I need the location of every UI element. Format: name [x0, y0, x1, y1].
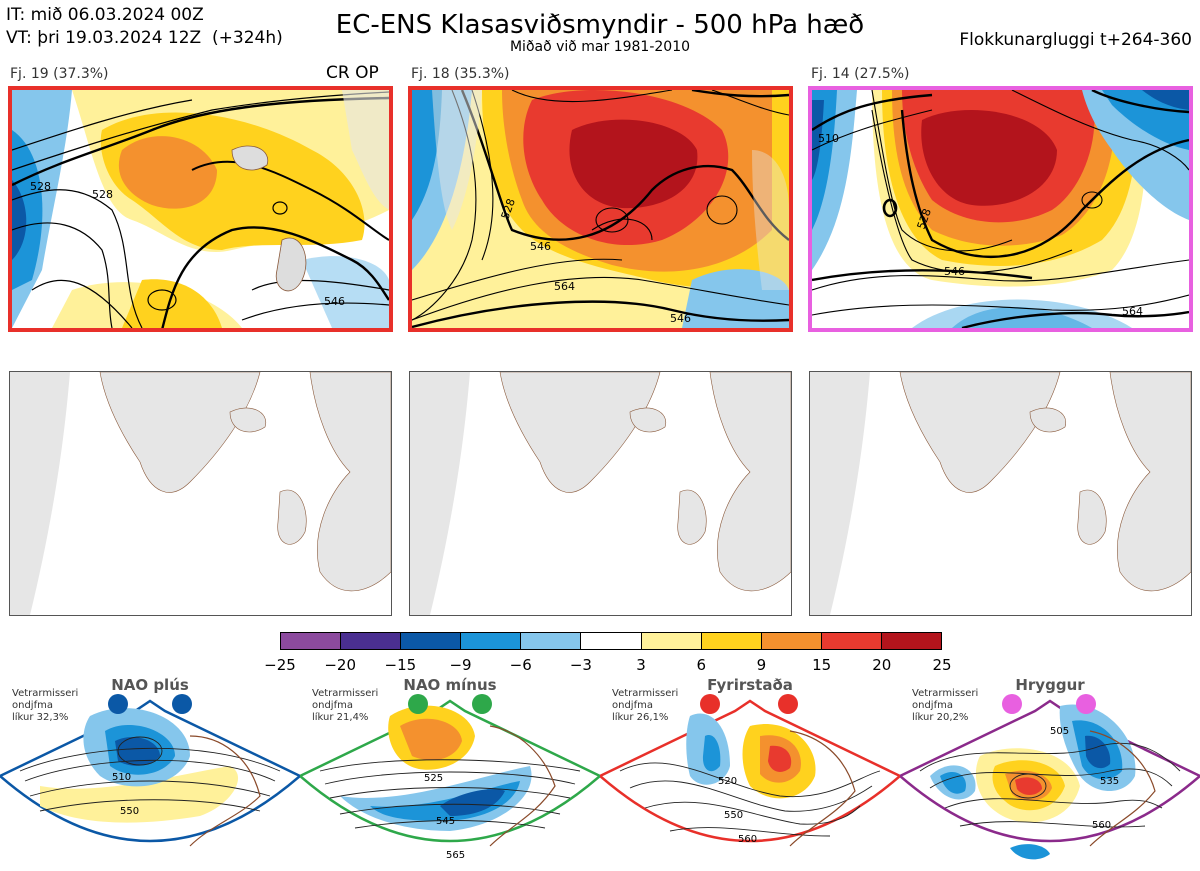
regime-nao-plus: 510 550 NAO plús Vetrarmisseri ondjfma lík…: [0, 676, 300, 871]
colorbar-cell: [821, 633, 882, 649]
colorbar-cell: [701, 633, 762, 649]
colorbar-tick-label: −20: [324, 656, 356, 674]
colorbar-tick-label: −6: [509, 656, 532, 674]
regime-note: Vetrarmisseri ondjfma líkur 21,4%: [312, 688, 379, 723]
cluster-2-map: 528 546 564 546: [408, 86, 793, 332]
regime-title: Fyrirstaða: [707, 676, 793, 694]
colorbar-tick-label: 3: [636, 656, 646, 674]
colorbar-cell: [461, 633, 522, 649]
colorbar-cell: [341, 633, 402, 649]
regime-contour: 545: [436, 816, 455, 827]
cluster-3-map: 510 528 546 564: [808, 86, 1193, 332]
page-subtitle: Miðað við mar 1981-2010: [509, 39, 691, 55]
contour-label: 564: [554, 280, 575, 293]
colorbar-cell: [881, 633, 942, 649]
regime-note: Vetrarmisseri ondjfma líkur 20,2%: [912, 688, 979, 723]
anomaly-colorbar: [280, 632, 942, 650]
regime-contour: 560: [1092, 820, 1111, 831]
colorbar-tick-label: −15: [384, 656, 417, 674]
colorbar-tick-label: 9: [756, 656, 767, 674]
regime-contour: 565: [446, 850, 465, 861]
colorbar-cell: [761, 633, 822, 649]
regime-contour: 535: [1100, 776, 1119, 787]
contour-label: 528: [92, 188, 113, 201]
colorbar-tick-label: 25: [932, 656, 952, 674]
cluster-1-map: 528 546 528: [8, 86, 393, 332]
cluster-1-tag: CR OP: [326, 63, 379, 83]
colorbar-cell: [641, 633, 702, 649]
colorbar-cell: [581, 633, 642, 649]
contour-label: 510: [818, 132, 839, 145]
regime-contour: 510: [112, 772, 131, 783]
colorbar-cell: [281, 633, 342, 649]
regime-contour: 550: [120, 806, 139, 817]
cluster-1-label: Fj. 19 (37.3%): [10, 66, 109, 82]
regime-contour: 550: [724, 810, 743, 821]
contour-label: 546: [670, 312, 691, 325]
cluster-1-anomaly-map: [9, 371, 392, 616]
contour-label: 546: [944, 265, 965, 278]
regime-contour: 560: [738, 834, 757, 845]
contour-label: 564: [1122, 305, 1143, 318]
regime-contour: 520: [718, 776, 737, 787]
regime-note: Vetrarmisseri ondjfma líkur 26,1%: [612, 688, 679, 723]
colorbar-tick-label: 15: [812, 656, 832, 674]
colorbar-cell: [401, 633, 462, 649]
colorbar-tick-label: −9: [449, 656, 472, 674]
colorbar-tick-label: −25: [264, 656, 296, 674]
colorbar-tick-label: 20: [872, 656, 892, 674]
contour-label: 528: [30, 180, 51, 193]
classification-window: Flokkunargluggi t+264-360: [959, 30, 1192, 50]
colorbar-tick-label: 6: [696, 656, 707, 674]
cluster-2-anomaly-map: [409, 371, 792, 616]
cluster-3-anomaly-map: [809, 371, 1192, 616]
regime-ridge: 505 535 560 Hryggur Vetrarmisseri ondjfma…: [900, 676, 1200, 871]
colorbar-tick-label: −3: [569, 656, 592, 674]
regime-nao-minus: 525 545 565 NAO mínus Vetrarmisseri ondjf…: [300, 676, 600, 871]
regime-title: NAO plús: [111, 676, 189, 694]
valid-time: VT: þri 19.03.2024 12Z (+324h): [6, 28, 283, 48]
regime-blocking: 520 550 560 Fyrirstaða Vetrarmisseri ondj…: [600, 676, 900, 871]
contour-label: 546: [530, 240, 551, 253]
contour-label: 546: [324, 295, 345, 308]
cluster-2-label: Fj. 18 (35.3%): [411, 66, 510, 82]
colorbar-cell: [521, 633, 582, 649]
regime-note: Vetrarmisseri ondjfma líkur 32,3%: [12, 688, 79, 723]
regime-title: NAO mínus: [403, 676, 497, 694]
init-time: IT: mið 06.03.2024 00Z: [6, 5, 204, 25]
regime-title: Hryggur: [1015, 676, 1085, 694]
page-title: EC-ENS Klasasviðsmyndir - 500 hPa hæð: [335, 10, 865, 40]
regime-contour: 505: [1050, 726, 1069, 737]
cluster-3-label: Fj. 14 (27.5%): [811, 66, 910, 82]
regime-contour: 525: [424, 773, 443, 784]
